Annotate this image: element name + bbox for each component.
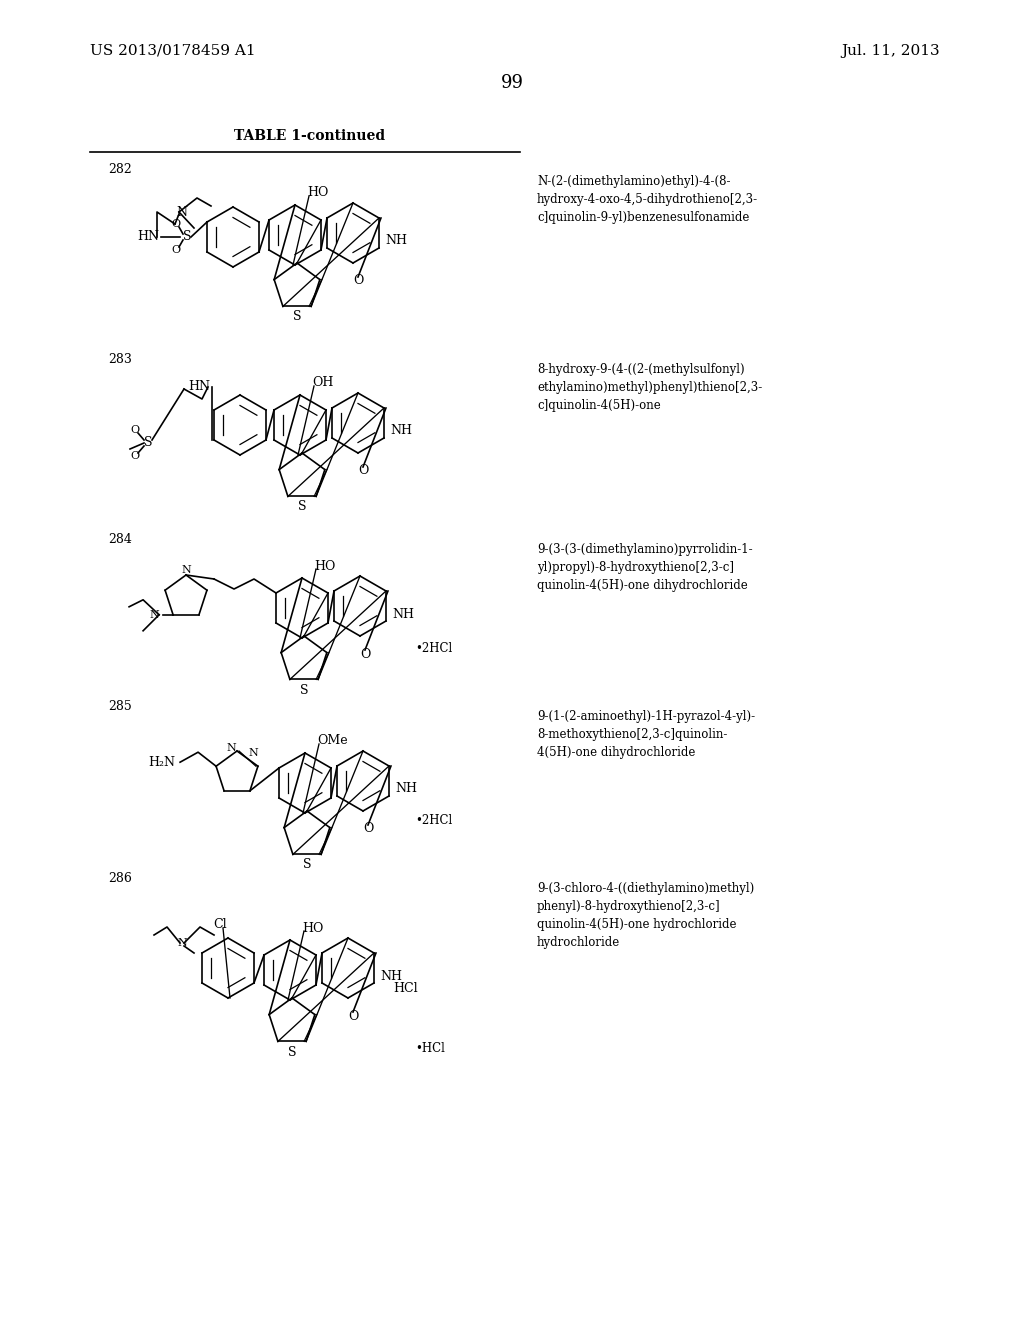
Text: S: S (182, 231, 191, 243)
Text: 282: 282 (108, 162, 132, 176)
Text: 285: 285 (108, 700, 132, 713)
Text: N: N (177, 939, 187, 948)
Text: O: O (171, 219, 180, 228)
Text: N: N (150, 610, 159, 620)
Text: N-(2-(dimethylamino)ethyl)-4-(8-
hydroxy-4-oxo-4,5-dihydrothieno[2,3-
c]quinolin: N-(2-(dimethylamino)ethyl)-4-(8- hydroxy… (537, 176, 758, 224)
Text: O: O (362, 822, 373, 836)
Text: N: N (248, 748, 258, 758)
Text: NH: NH (380, 969, 402, 982)
Text: HN: HN (188, 380, 210, 393)
Text: 286: 286 (108, 873, 132, 884)
Text: N: N (226, 743, 236, 752)
Text: NH: NH (395, 783, 417, 796)
Text: S: S (298, 500, 306, 513)
Text: HO: HO (302, 921, 324, 935)
Text: 283: 283 (108, 352, 132, 366)
Text: OMe: OMe (317, 734, 347, 747)
Text: HN: HN (137, 231, 159, 243)
Text: TABLE 1-continued: TABLE 1-continued (234, 129, 386, 143)
Text: HCl: HCl (393, 982, 418, 994)
Text: N: N (181, 565, 190, 576)
Text: 284: 284 (108, 533, 132, 546)
Text: NH: NH (385, 235, 407, 248)
Text: HO: HO (314, 560, 336, 573)
Text: S: S (293, 310, 301, 323)
Text: US 2013/0178459 A1: US 2013/0178459 A1 (90, 44, 256, 58)
Text: 99: 99 (501, 74, 523, 92)
Text: O: O (130, 451, 139, 461)
Text: •2HCl: •2HCl (415, 813, 453, 826)
Text: OH: OH (312, 376, 334, 389)
Text: •2HCl: •2HCl (415, 642, 453, 655)
Text: Jul. 11, 2013: Jul. 11, 2013 (842, 44, 940, 58)
Text: O: O (348, 1010, 358, 1023)
Text: NH: NH (392, 607, 414, 620)
Text: S: S (143, 437, 153, 450)
Text: O: O (359, 648, 371, 660)
Text: N: N (176, 206, 187, 219)
Text: O: O (130, 425, 139, 436)
Text: 9-(3-chloro-4-((diethylamino)methyl)
phenyl)-8-hydroxythieno[2,3-c]
quinolin-4(5: 9-(3-chloro-4-((diethylamino)methyl) phe… (537, 882, 755, 949)
Text: Cl: Cl (213, 917, 226, 931)
Text: H₂N: H₂N (148, 756, 175, 768)
Text: S: S (303, 858, 311, 871)
Text: 9-(3-(3-(dimethylamino)pyrrolidin-1-
yl)propyl)-8-hydroxythieno[2,3-c]
quinolin-: 9-(3-(3-(dimethylamino)pyrrolidin-1- yl)… (537, 543, 753, 591)
Text: HO: HO (307, 186, 329, 199)
Text: 9-(1-(2-aminoethyl)-1H-pyrazol-4-yl)-
8-methoxythieno[2,3-c]quinolin-
4(5H)-one : 9-(1-(2-aminoethyl)-1H-pyrazol-4-yl)- 8-… (537, 710, 755, 759)
Text: S: S (288, 1045, 296, 1059)
Text: •HCl: •HCl (415, 1041, 444, 1055)
Text: O: O (353, 275, 364, 288)
Text: 8-hydroxy-9-(4-((2-(methylsulfonyl)
ethylamino)methyl)phenyl)thieno[2,3-
c]quino: 8-hydroxy-9-(4-((2-(methylsulfonyl) ethy… (537, 363, 762, 412)
Text: O: O (357, 465, 369, 478)
Text: NH: NH (390, 425, 412, 437)
Text: O: O (171, 246, 180, 255)
Text: S: S (300, 684, 308, 697)
